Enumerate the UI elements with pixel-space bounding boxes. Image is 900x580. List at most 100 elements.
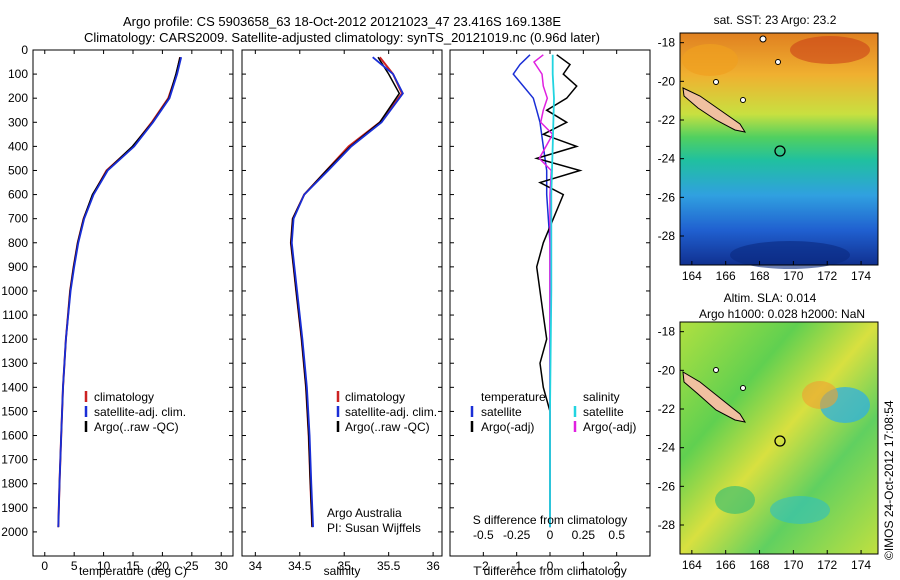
temperature-climatology-line xyxy=(57,56,182,528)
sst-map-frame xyxy=(679,32,879,266)
t-difference-argo-line xyxy=(534,54,583,528)
argo-location-marker xyxy=(774,145,786,157)
lon-tick-label: 166 xyxy=(716,558,736,572)
lat-tick-label: -18 xyxy=(658,36,676,50)
depth-tick-label: 500 xyxy=(8,163,28,177)
island xyxy=(740,97,746,103)
sst-map xyxy=(680,33,878,269)
lon-tick-label: 164 xyxy=(682,558,702,572)
lat-tick-label: -26 xyxy=(658,190,676,204)
s-difference-axis-label: S difference from climatology xyxy=(473,513,628,527)
legend-temperature-title: temperature xyxy=(481,390,546,404)
depth-tick-label: 2000 xyxy=(1,525,28,539)
s-difference-tick-label: 0.5 xyxy=(608,528,625,542)
depth-tick-label: 1100 xyxy=(2,308,28,322)
x-tick-label: 36 xyxy=(426,559,440,573)
sla-map-frame xyxy=(679,321,879,555)
depth-tick-label: 1300 xyxy=(1,356,28,370)
lon-tick-label: 170 xyxy=(783,558,803,572)
depth-tick-label: 1200 xyxy=(1,332,28,346)
temperature-legend: climatology satellite-adj. clim. Argo(..… xyxy=(84,390,186,434)
lon-tick-label: 168 xyxy=(750,269,770,283)
figure-title-line2: Climatology: CARS2009. Satellite-adjuste… xyxy=(84,30,600,45)
sla-low-patch xyxy=(770,496,830,524)
x-tick-label: 34.5 xyxy=(288,559,312,573)
x-tick-label: 34 xyxy=(249,559,263,573)
sla-low-patch xyxy=(715,486,755,514)
s-difference-tick-label: 0 xyxy=(547,528,554,542)
temperature-satellite-line xyxy=(57,56,183,528)
lat-tick-label: -20 xyxy=(658,363,676,377)
lat-tick-label: -24 xyxy=(658,441,676,455)
island xyxy=(740,385,746,391)
s-difference-argo-line xyxy=(532,54,554,528)
depth-tick-label: 1600 xyxy=(1,429,28,443)
lon-tick-label: 168 xyxy=(750,558,770,572)
depth-tick-label: 1700 xyxy=(1,453,28,467)
x-tick-label: 0 xyxy=(547,559,554,573)
legend-argo-label: Argo(..raw -QC) xyxy=(94,420,179,434)
annotation-argo-australia: Argo Australia xyxy=(327,506,402,520)
s-difference-tick-label: 0.25 xyxy=(572,528,596,542)
lat-tick-label: -28 xyxy=(658,518,676,532)
x-tick-label: 5 xyxy=(71,559,78,573)
s-difference-tick-label: -0.5 xyxy=(473,528,494,542)
legend-satellite-label: satellite-adj. clim. xyxy=(345,405,437,419)
depth-tick-label: 1000 xyxy=(1,284,28,298)
lon-tick-label: 164 xyxy=(682,269,702,283)
x-tick-label: 10 xyxy=(97,559,111,573)
salinity-climatology-line xyxy=(289,56,404,528)
figure-title-line1: Argo profile: CS 5903658_63 18-Oct-2012 … xyxy=(123,14,561,29)
sla-map-title-line1: Altim. SLA: 0.014 xyxy=(724,291,817,305)
depth-axis: 0 100 200 300 400 500 600 700 800 900 1000 1100 1200… xyxy=(1,43,650,539)
imos-footer: ©IMOS 24-Oct-2012 17:08:54 xyxy=(882,400,896,560)
salinity-axis-label: salinity xyxy=(324,564,361,578)
sst-warm-patch xyxy=(682,44,738,76)
depth-tick-label: 1900 xyxy=(1,501,28,515)
legend-t-argo-label: Argo(-adj) xyxy=(481,420,534,434)
x-tick-label: 30 xyxy=(215,559,229,573)
new-caledonia-island xyxy=(682,87,747,133)
depth-tick-label: 600 xyxy=(8,188,28,202)
x-tick-label: 35 xyxy=(338,559,352,573)
x-tick-label: 35.5 xyxy=(377,559,401,573)
legend-argo-label: Argo(..raw -QC) xyxy=(345,420,430,434)
legend-climatology-label: climatology xyxy=(345,390,405,404)
salinity-x-axis: 34 34.5 35 35.5 36 xyxy=(249,50,440,573)
x-tick-label: 2 xyxy=(613,559,620,573)
salinity-argo-line xyxy=(290,56,401,528)
lat-tick-label: -24 xyxy=(658,152,676,166)
t-difference-axis-label: T difference from climatology xyxy=(473,564,627,578)
lat-tick-label: -20 xyxy=(658,74,676,88)
sla-map xyxy=(680,322,878,554)
s-difference-tick-label: -0.25 xyxy=(503,528,531,542)
sst-map-axes: -18 -20 -22 -24 -26 -28 164 166 168 170 172 174 xyxy=(658,36,872,283)
x-tick-label: 20 xyxy=(156,559,170,573)
lon-tick-label: 170 xyxy=(783,269,803,283)
depth-tick-label: 800 xyxy=(8,236,28,250)
x-tick-label: -1 xyxy=(511,559,522,573)
x-tick-label: 15 xyxy=(126,559,140,573)
lon-tick-label: 172 xyxy=(817,558,837,572)
depth-tick-label: 100 xyxy=(8,67,28,81)
island xyxy=(713,367,719,373)
difference-legend: temperature salinity satellite Argo(-adj… xyxy=(470,390,636,434)
salinity-satellite-line xyxy=(290,56,404,528)
sla-map-title-line2: Argo h1000: 0.028 h2000: NaN xyxy=(699,307,865,321)
legend-s-satellite-label: satellite xyxy=(583,405,624,419)
s-difference-satellite-line xyxy=(549,54,555,528)
x-tick-label: -2 xyxy=(478,559,489,573)
depth-tick-label: 1500 xyxy=(1,404,28,418)
new-caledonia-island xyxy=(682,371,747,423)
lon-tick-label: 174 xyxy=(851,269,871,283)
island xyxy=(759,35,767,43)
temperature-panel xyxy=(32,49,234,557)
depth-tick-label: 900 xyxy=(8,260,28,274)
x-tick-label: 0 xyxy=(41,559,48,573)
island xyxy=(713,79,719,85)
lat-tick-label: -18 xyxy=(658,325,676,339)
difference-x-axis: -2 -1 0 1 2 xyxy=(478,50,620,573)
salinity-panel xyxy=(241,49,443,557)
temperature-axis-label: temperature (deg C) xyxy=(79,564,187,578)
